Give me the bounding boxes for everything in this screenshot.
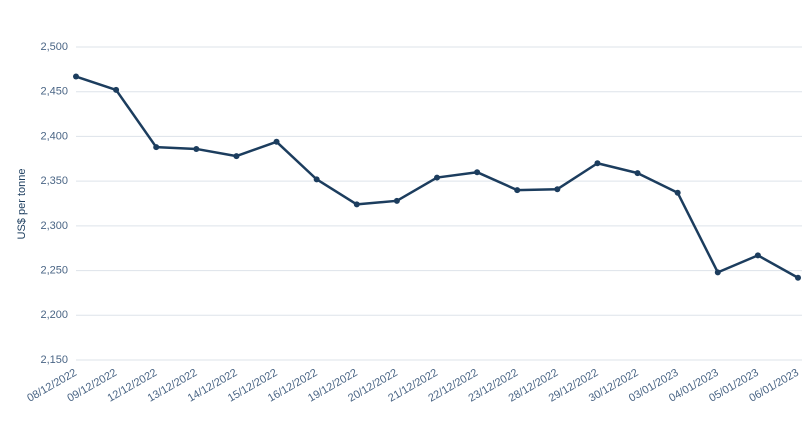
data-point [434,174,440,181]
y-tick-label: 2,300 [40,220,68,232]
data-point [795,274,801,281]
y-axis-label: US$ per tonne [16,169,28,240]
data-point [674,189,681,196]
data-point [313,176,320,183]
data-point [474,169,481,176]
y-tick-label: 2,250 [40,264,68,276]
y-tick-label: 2,500 [40,41,68,53]
data-point [353,201,360,208]
data-point [73,73,79,80]
data-point [233,153,240,160]
y-tick-label: 2,150 [40,354,68,366]
data-point [514,187,521,194]
data-point [554,186,561,193]
y-tick-label: 2,350 [40,175,68,187]
data-point [193,145,200,152]
data-point [273,138,280,145]
data-point [153,144,160,151]
y-tick-label: 2,400 [40,130,68,142]
data-point [113,86,120,93]
data-point [714,269,721,276]
data-point [594,160,601,167]
data-point [393,197,400,204]
data-point [754,252,761,259]
y-tick-label: 2,450 [40,86,68,98]
data-point [634,170,641,177]
y-tick-label: 2,200 [40,309,68,321]
